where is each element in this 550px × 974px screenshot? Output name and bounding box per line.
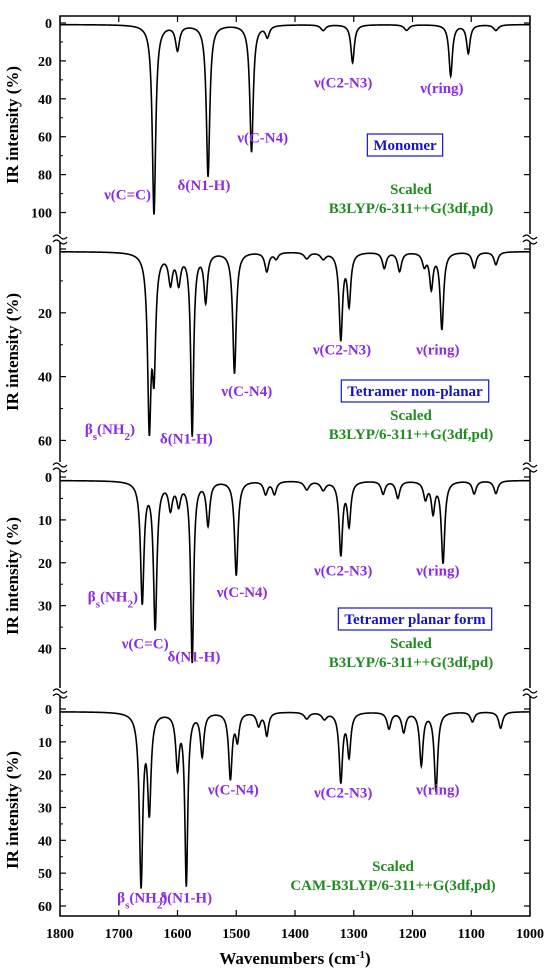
- x-tick-label: 1400: [281, 927, 309, 942]
- axis-break: [52, 693, 68, 699]
- peak-annotation: δ(N1-H): [160, 432, 213, 448]
- y-tick-label: 10: [38, 736, 52, 751]
- method-label: B3LYP/6-311++G(3df,pd): [329, 427, 494, 443]
- axis-break: [522, 462, 538, 468]
- peak-annotation: ν(C2-N3): [313, 564, 372, 580]
- peak-annotation: ν(C-N4): [216, 585, 268, 601]
- panel-tetramer-nonplanar: 0 20 40 60 IR intensity (%) βs(NH2) δ(N1-H) ν(C…: [3, 243, 530, 449]
- y-axis-title: IR intensity (%): [3, 66, 22, 184]
- panel-label-box: [337, 607, 493, 631]
- y-tick-label: 20: [38, 769, 52, 784]
- y-tick-label: 60: [38, 900, 52, 915]
- y-tick-label: 0: [45, 17, 52, 32]
- axis-break-gap: [523, 688, 537, 696]
- axis-break: [52, 467, 68, 473]
- y-tick-label: 40: [38, 371, 52, 386]
- peak-annotation: ν(ring): [415, 782, 459, 798]
- method-label: Scaled: [390, 408, 432, 424]
- axis-break: [52, 239, 68, 245]
- y-axis-title: IR intensity (%): [3, 517, 22, 635]
- y-axis-title: IR intensity (%): [3, 751, 22, 869]
- peak-annotation: ν(C=C): [103, 187, 151, 203]
- y-tick-label: 30: [38, 600, 52, 615]
- panel-monomer: 0 20 40 60 80 100 IR intensity (%) ν(C=C) δ(N1-H…: [3, 17, 531, 222]
- peak-annotation: βs(NH2): [117, 891, 167, 912]
- spectrum-line: [59, 250, 530, 437]
- axis-break: [522, 234, 538, 240]
- y-tick-label: 20: [38, 55, 52, 70]
- peak-annotation: ν(C-N4): [207, 782, 259, 798]
- peak-annotation: ν(C2-N3): [312, 342, 371, 358]
- y-tick-label: 60: [38, 131, 52, 146]
- spectrum-line: [60, 479, 530, 664]
- y-tick-label: 60: [38, 434, 52, 449]
- y-tick-label: 20: [38, 307, 52, 322]
- method-label: B3LYP/6-311++G(3df,pd): [329, 201, 494, 217]
- panel-label: Monomer: [373, 138, 437, 154]
- x-tick-label: 1800: [46, 927, 74, 942]
- method-label: B3LYP/6-311++G(3df,pd): [329, 655, 494, 671]
- peak-annotation: ν(ring): [415, 342, 459, 358]
- axis-break-gap: [523, 462, 537, 470]
- peak-annotation: ν(C2-N3): [313, 75, 372, 91]
- method-label: CAM-B3LYP/6-311++G(3df,pd): [290, 878, 495, 894]
- axis-break: [522, 688, 538, 694]
- peak-annotation: δ(N1-H): [159, 891, 212, 907]
- axis-break: [522, 693, 538, 699]
- peak-annotation: ν(C2-N3): [313, 786, 372, 802]
- y-tick-label: 30: [38, 802, 52, 817]
- axis-break: [522, 239, 538, 245]
- peak-annotation: ν(ring): [415, 564, 459, 580]
- method-label: Scaled: [390, 636, 432, 652]
- x-tick-label: 1300: [340, 927, 368, 942]
- x-tick-label: 1600: [164, 927, 192, 942]
- plot-frame: [59, 15, 531, 917]
- method-label: Scaled: [390, 182, 432, 198]
- x-tick-label: 1700: [105, 927, 133, 942]
- y-tick-label: 40: [38, 834, 52, 849]
- panel-cam-b3lyp: 0 10 20 30 40 50 60 IR intensity (%) βs(NH2)δ(N1…: [3, 703, 531, 915]
- axis-break-gap: [53, 234, 67, 242]
- axis-break: [52, 462, 68, 468]
- peak-annotation: δ(N1-H): [168, 649, 221, 665]
- y-tick-label: 20: [38, 557, 52, 572]
- y-tick-label: 10: [38, 514, 52, 529]
- spectrum-line: [60, 711, 531, 889]
- peak-annotation: βs(NH2): [88, 589, 138, 610]
- spectrum-line: [60, 23, 531, 215]
- y-tick-label: 0: [45, 471, 52, 486]
- panel-label-box: [366, 133, 444, 157]
- peak-annotation: ν(ring): [419, 81, 463, 97]
- y-tick-label: 40: [38, 93, 52, 108]
- peak-annotation: ν(C=C): [121, 637, 169, 653]
- panel-tetramer-planar: 0 10 20 30 40 IR intensity (%) βs(NH2) ν(C=C)δ(…: [3, 471, 530, 671]
- y-tick-label: 0: [45, 243, 52, 258]
- panel-label: Tetramer non-planar: [347, 384, 483, 400]
- x-tick-label: 1100: [458, 927, 485, 942]
- y-tick-label: 0: [45, 703, 52, 718]
- axis-break: [52, 234, 68, 240]
- axis-break-gap: [53, 688, 67, 696]
- method-label: Scaled: [372, 859, 414, 875]
- peak-annotation: ν(C-N4): [220, 384, 272, 400]
- axis-break-gap: [53, 462, 67, 470]
- y-tick-label: 80: [38, 169, 52, 184]
- peak-annotation: βs(NH2): [85, 422, 135, 443]
- axis-break: [522, 467, 538, 473]
- x-tick-label: 1200: [399, 927, 427, 942]
- x-axis-title: Wavenumbers (cm-1): [219, 949, 370, 968]
- peak-annotation: δ(N1-H): [178, 178, 231, 194]
- y-tick-label: 40: [38, 643, 52, 658]
- x-tick-label: 1500: [222, 927, 250, 942]
- y-tick-label: 100: [31, 207, 52, 222]
- x-tick-label: 1000: [516, 927, 544, 942]
- y-axis-title: IR intensity (%): [3, 293, 22, 411]
- panel-label: Tetramer planar form: [344, 612, 486, 628]
- axis-break: [52, 688, 68, 694]
- axis-break-gap: [523, 234, 537, 242]
- y-tick-label: 50: [38, 867, 52, 882]
- peak-annotation: ν(C-N4): [236, 130, 288, 146]
- panel-label-box: [340, 379, 490, 403]
